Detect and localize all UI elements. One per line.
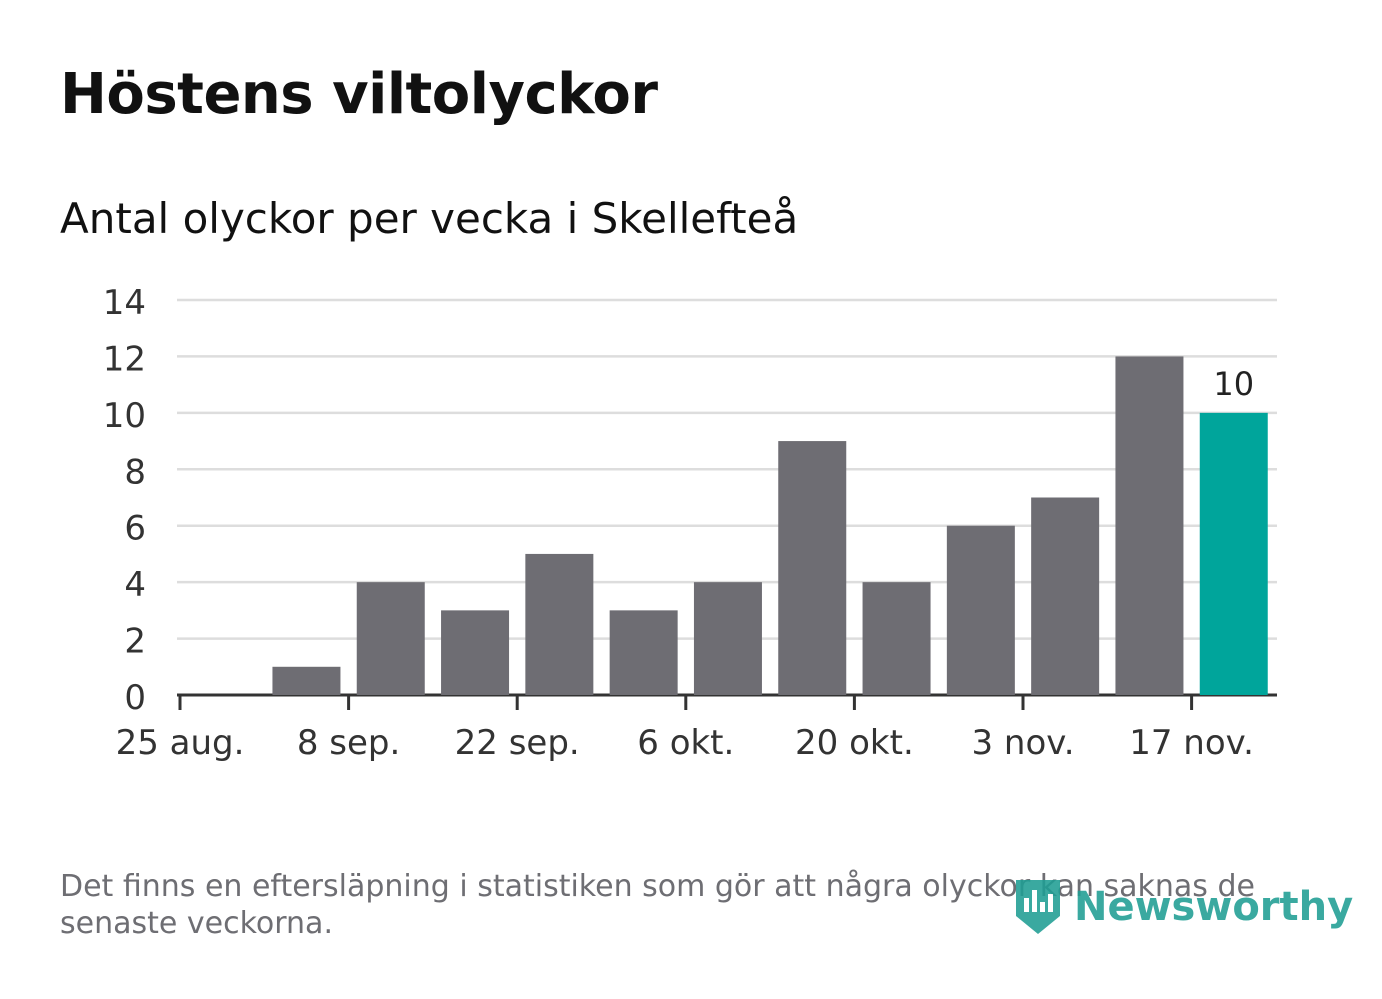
newsworthy-logo: Newsworthy: [1012, 876, 1353, 938]
x-tick-label: 22 sep.: [455, 723, 580, 763]
bar-2: [272, 666, 341, 695]
x-tick-label: 6 okt.: [637, 723, 734, 763]
x-tick-label: 25 aug.: [116, 723, 245, 763]
bar-6: [609, 610, 678, 695]
x-axis-ticks: 25 aug. 8 sep. 22 sep. 6 okt. 20 okt. 3 nov. 1…: [116, 695, 1254, 763]
bars: [272, 356, 1268, 695]
bar-9: [862, 582, 931, 695]
newsworthy-logo-icon: [1016, 880, 1060, 934]
bar-8: [778, 441, 847, 695]
y-tick-label: 0: [124, 678, 146, 718]
y-tick-label: 14: [103, 283, 146, 323]
x-tick-label: 3 nov.: [971, 723, 1074, 763]
data-labels: 10: [1213, 365, 1254, 403]
chart-title: Höstens viltolyckor: [60, 62, 658, 127]
y-tick-label: 6: [124, 509, 146, 549]
x-tick-label: 20 okt.: [795, 723, 914, 763]
logo-text: Newsworthy: [1074, 884, 1354, 930]
y-tick-label: 4: [124, 565, 146, 605]
bar-value-label: 10: [1213, 365, 1254, 403]
y-tick-label: 2: [124, 622, 146, 662]
bar-7: [693, 582, 762, 695]
y-tick-label: 8: [124, 452, 146, 492]
bar-13: [1199, 412, 1268, 695]
x-tick-label: 17 nov.: [1129, 723, 1254, 763]
bar-12: [1115, 356, 1184, 695]
bar-5: [525, 553, 594, 695]
bar-11: [1031, 497, 1100, 695]
bar-10: [946, 525, 1015, 695]
bar-3: [356, 582, 425, 695]
x-tick-label: 8 sep.: [297, 723, 400, 763]
bar-4: [441, 610, 510, 695]
y-tick-label: 12: [103, 339, 146, 379]
y-tick-label: 10: [103, 396, 146, 436]
y-axis-ticks: 0 2 4 6 8 10 12 14: [103, 283, 146, 718]
chart-subtitle: Antal olyckor per vecka i Skellefteå: [60, 194, 799, 243]
